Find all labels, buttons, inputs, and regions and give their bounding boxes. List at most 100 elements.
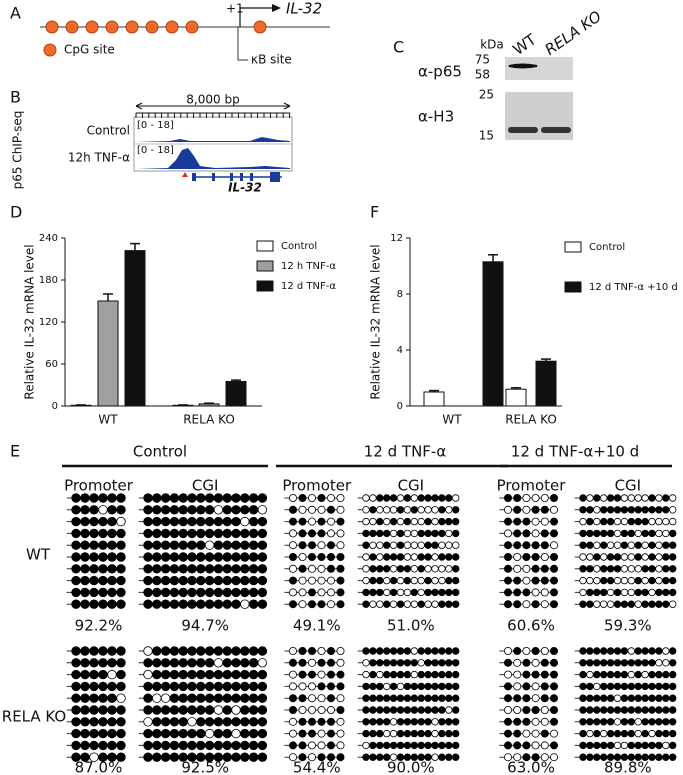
cpg-dot	[213, 740, 224, 751]
cpg-dot	[648, 494, 656, 502]
cpg-dot	[662, 729, 670, 738]
cpg-dot	[288, 529, 297, 538]
cpg-dot	[410, 659, 418, 667]
cpg-dot	[600, 659, 608, 667]
cpg-dot	[513, 753, 522, 762]
track-name: Control	[87, 124, 130, 138]
cpg-dot	[600, 600, 608, 608]
cpg-dot	[98, 752, 108, 762]
cpg-dot	[231, 564, 241, 574]
cpg-dot	[606, 541, 615, 549]
cpg-dot	[417, 659, 425, 667]
cpg-dot	[540, 717, 549, 726]
cpg-dot	[579, 541, 587, 549]
cpg-dot	[445, 753, 453, 761]
cpg-dot	[213, 540, 224, 550]
cpg-dot	[376, 565, 384, 573]
cpg-dot	[213, 552, 224, 562]
cpg-dot	[620, 659, 629, 667]
cpg-dot	[222, 540, 232, 550]
cpg-dot	[655, 729, 663, 738]
cpg-dot	[248, 658, 259, 668]
cpg-dot	[641, 506, 649, 514]
cpg-dot	[531, 517, 540, 526]
cpg-dot	[389, 506, 398, 514]
cpg-dot	[513, 694, 522, 703]
cpg-dot	[606, 506, 615, 514]
cpg-dot	[257, 705, 268, 715]
cpg-dot	[600, 729, 608, 738]
cpg-dot	[107, 752, 117, 762]
cpg-dot	[531, 741, 540, 750]
cpg-dot	[307, 493, 316, 502]
cpg-dot	[620, 565, 629, 573]
cpg-dot	[326, 588, 335, 597]
cpg-dot	[298, 493, 307, 502]
marker: 25	[479, 88, 494, 102]
y-tick-label: 0	[397, 401, 403, 412]
cpg-dot	[160, 516, 171, 527]
cpg-dot	[606, 670, 615, 679]
cpg-dot	[152, 505, 162, 515]
cpg-dot	[389, 694, 398, 702]
cpg-dot	[417, 706, 425, 714]
cpg-dot	[531, 553, 540, 562]
cpg-dot	[317, 753, 326, 762]
cpg-dot	[107, 599, 117, 609]
cpg-dot	[550, 564, 559, 573]
cpg-dot	[336, 694, 345, 703]
cpg-dot	[80, 752, 90, 762]
cpg-dot	[586, 517, 594, 526]
cpg-dot	[98, 658, 108, 668]
cpg-dot	[307, 576, 316, 585]
cpg-dot	[298, 694, 307, 703]
cpg-dot	[550, 694, 559, 703]
cpg-dot	[116, 646, 126, 656]
cpg-dot	[648, 506, 656, 514]
cpg-dot	[396, 576, 405, 585]
cpg-dot	[606, 600, 615, 608]
cpg-dot	[503, 600, 512, 609]
x-tick-label: WT	[98, 413, 118, 427]
cpg-dot	[288, 541, 297, 550]
cpg-dot	[317, 588, 326, 597]
cpg-dot	[383, 659, 391, 667]
cpg-dot	[550, 670, 559, 679]
cpg-dot	[550, 529, 559, 538]
cpg-dot	[655, 529, 663, 538]
cpg-dot	[204, 693, 215, 703]
cpg-dot	[222, 669, 232, 680]
cpg-dot	[417, 517, 425, 526]
cpg-dot	[248, 681, 259, 692]
cpg-dot	[424, 718, 432, 726]
cpg-dot	[586, 670, 594, 679]
cpg-dot	[204, 564, 215, 574]
cpg-dot	[169, 752, 180, 762]
cpg-dot	[410, 494, 418, 502]
lane-label: RELA KO	[542, 7, 605, 59]
cpg-dot	[522, 706, 531, 715]
cpg-dot	[187, 587, 197, 598]
cpg-dot	[627, 682, 635, 691]
cpg-dot	[288, 493, 297, 502]
cpg-dot	[586, 600, 594, 608]
cpg-dot	[540, 682, 549, 691]
cpg-dot	[389, 565, 398, 573]
cpg-dot	[593, 659, 601, 667]
cpg-dot	[655, 694, 663, 702]
cpg-dot	[606, 647, 615, 655]
cpg-dot	[71, 752, 81, 762]
cpg-dot	[403, 729, 412, 738]
cpg-dot	[248, 740, 259, 751]
cpg-dot	[187, 693, 197, 703]
cpg-dot	[187, 540, 197, 550]
cpg-dot	[655, 576, 663, 585]
cpg-dot	[620, 553, 629, 561]
legend-swatch	[256, 240, 274, 252]
cpg-dot	[98, 646, 108, 656]
cpg-dot	[503, 529, 512, 538]
cpg-dot	[152, 599, 162, 609]
cpg-dot	[613, 694, 622, 702]
cpg-dot	[213, 493, 224, 503]
cpg-dot	[317, 529, 326, 538]
